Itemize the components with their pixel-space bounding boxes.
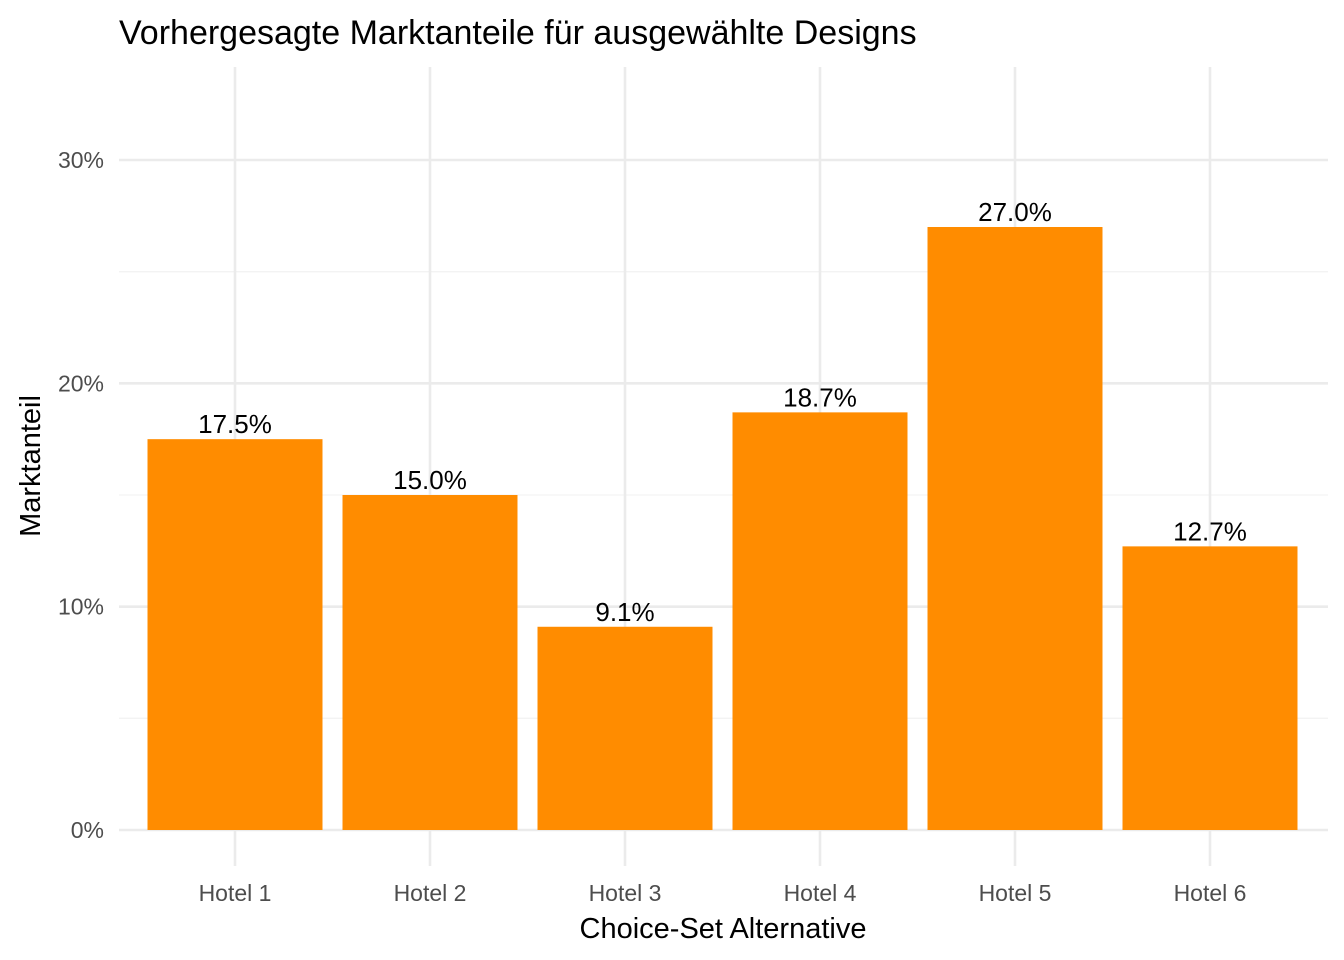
bar-hotel-1: [147, 439, 323, 830]
x-tick-label: Hotel 3: [589, 880, 662, 906]
x-tick-label: Hotel 4: [784, 880, 857, 906]
axes: 0% 10% 20% 30% Hotel 1 Hotel 2 Hotel 3 Hotel 4 H…: [58, 147, 1246, 906]
bars: [147, 227, 1298, 830]
bar-value-label: 15.0%: [393, 465, 467, 495]
y-axis-title: Marktanteil: [15, 395, 47, 537]
chart-title: Vorhergesagte Marktanteile für ausgewähl…: [119, 14, 917, 52]
bar-value-label: 18.7%: [783, 382, 857, 412]
y-tick-label: 10%: [58, 594, 104, 620]
x-tick-label: Hotel 2: [394, 880, 467, 906]
bar-value-label: 17.5%: [198, 409, 272, 439]
bar-hotel-6: [1122, 546, 1298, 830]
y-tick-label: 20%: [58, 370, 104, 396]
y-tick-label: 0%: [71, 817, 104, 843]
bar-hotel-2: [342, 495, 518, 830]
bar-hotel-4: [732, 412, 908, 830]
y-tick-label: 30%: [58, 147, 104, 173]
bar-hotel-5: [927, 227, 1103, 830]
bar-value-labels: 17.5% 15.0% 9.1% 18.7% 27.0% 12.7%: [198, 197, 1247, 627]
x-tick-label: Hotel 6: [1174, 880, 1247, 906]
x-tick-label: Hotel 5: [979, 880, 1052, 906]
x-axis-title: Choice-Set Alternative: [580, 913, 867, 945]
bar-value-label: 9.1%: [595, 597, 654, 627]
bar-value-label: 12.7%: [1173, 516, 1247, 546]
x-tick-label: Hotel 1: [199, 880, 272, 906]
bar-hotel-3: [537, 626, 713, 830]
bar-value-label: 27.0%: [978, 197, 1052, 227]
